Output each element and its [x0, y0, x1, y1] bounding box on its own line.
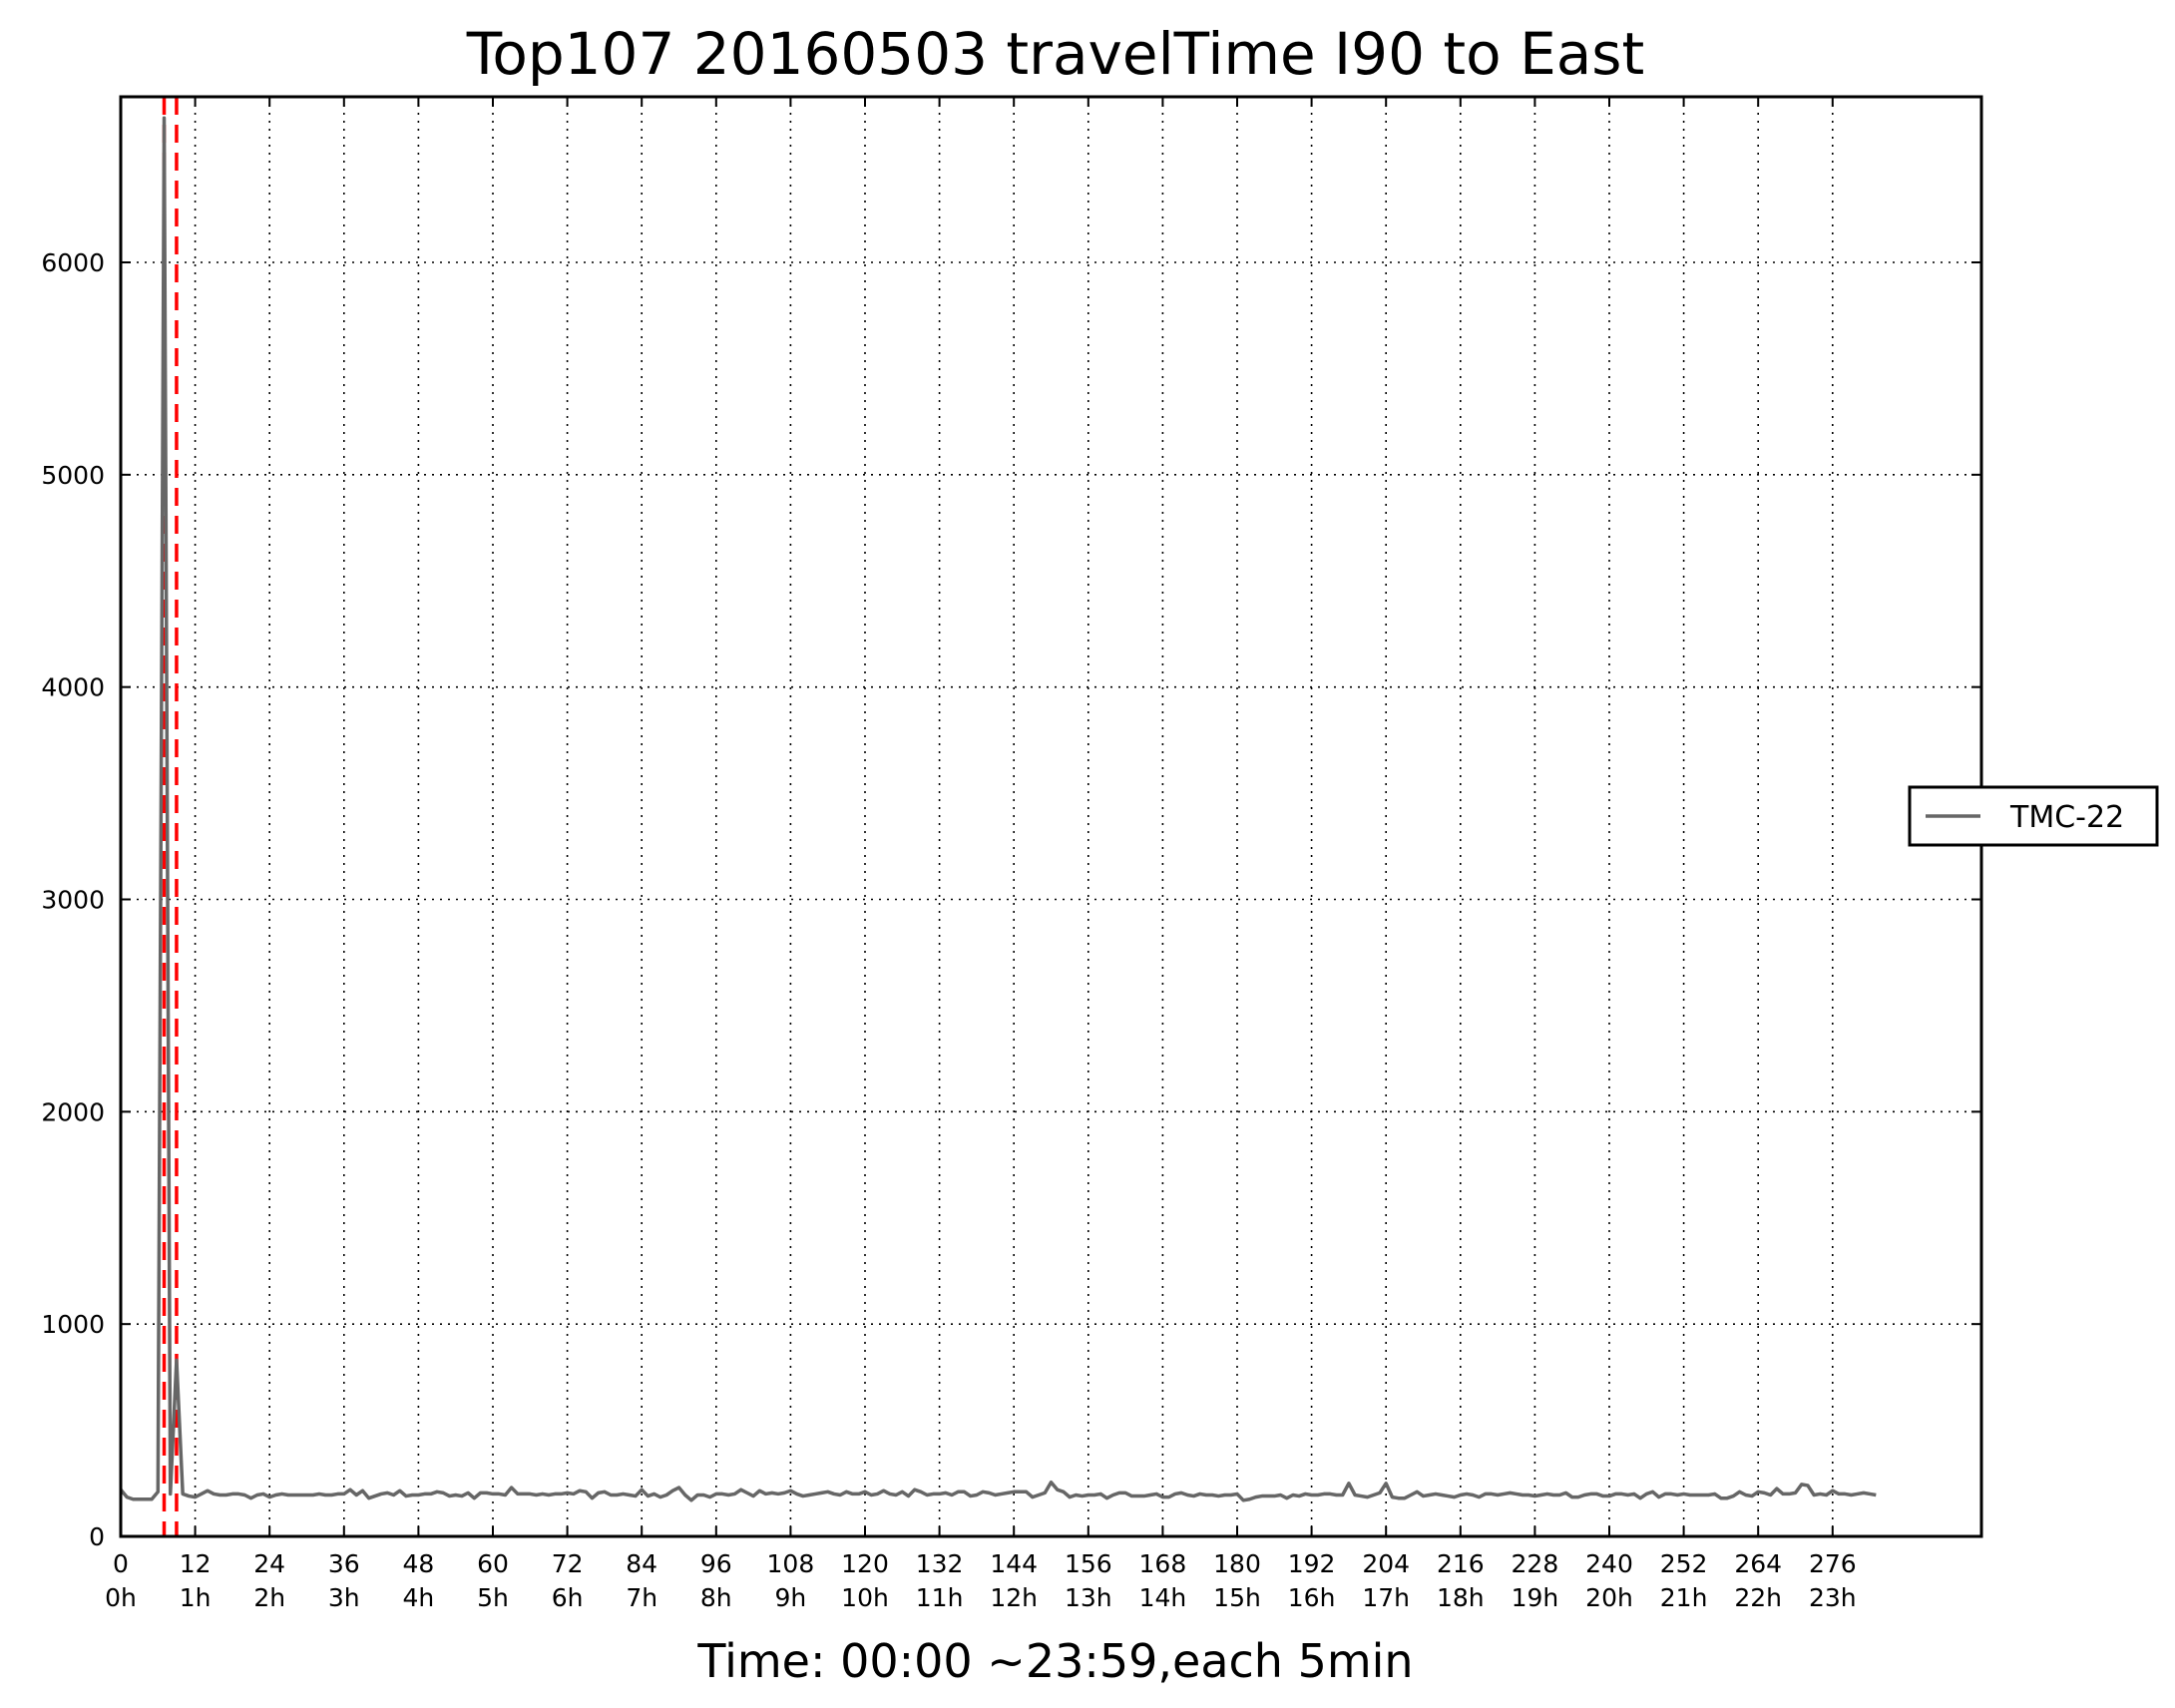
x-tick-label: 108	[767, 1549, 815, 1578]
x-tick-sublabel: 4h	[403, 1583, 435, 1612]
x-tick-label: 204	[1362, 1549, 1410, 1578]
x-tick-sublabel: 1h	[180, 1583, 212, 1612]
x-tick-sublabel: 7h	[626, 1583, 657, 1612]
x-tick-label: 24	[253, 1549, 285, 1578]
x-tick-sublabel: 22h	[1734, 1583, 1782, 1612]
x-tick-sublabel: 2h	[253, 1583, 285, 1612]
x-tick-label: 120	[841, 1549, 889, 1578]
x-tick-sublabel: 21h	[1660, 1583, 1708, 1612]
x-tick-label: 36	[328, 1549, 360, 1578]
y-tick-label: 2000	[41, 1097, 105, 1126]
x-tick-label: 60	[477, 1549, 509, 1578]
x-tick-label: 0	[113, 1549, 129, 1578]
x-tick-sublabel: 17h	[1362, 1583, 1410, 1612]
x-tick-sublabel: 3h	[328, 1583, 360, 1612]
x-axis-ticks: 0 0h 12 1h 24 2h 36 3h 48 4h 60 5h 72 6h 84 7h 96 8h 108 9h…	[105, 97, 1857, 1612]
legend-label-tmc-22: TMC-22	[2009, 800, 2124, 835]
x-tick-label: 156	[1065, 1549, 1112, 1578]
x-tick-sublabel: 14h	[1139, 1583, 1187, 1612]
series-layer	[119, 116, 1877, 1502]
y-tick-label: 5000	[41, 461, 105, 490]
x-tick-sublabel: 9h	[775, 1583, 807, 1612]
y-tick-label: 0	[89, 1522, 105, 1551]
x-tick-sublabel: 13h	[1065, 1583, 1112, 1612]
x-tick-label: 180	[1213, 1549, 1261, 1578]
x-tick-label: 276	[1809, 1549, 1857, 1578]
x-tick-sublabel: 0h	[105, 1583, 137, 1612]
y-axis-ticks: 0 1000 2000 3000 4000 5000 6000	[41, 248, 1981, 1551]
x-tick-label: 48	[402, 1549, 434, 1578]
x-tick-label: 216	[1437, 1549, 1485, 1578]
y-tick-label: 4000	[41, 673, 105, 702]
x-tick-sublabel: 8h	[700, 1583, 732, 1612]
x-tick-label: 168	[1139, 1549, 1187, 1578]
x-tick-sublabel: 16h	[1288, 1583, 1336, 1612]
x-tick-label: 12	[180, 1549, 212, 1578]
x-tick-label: 228	[1512, 1549, 1559, 1578]
x-tick-sublabel: 10h	[841, 1583, 889, 1612]
x-tick-label: 84	[626, 1549, 657, 1578]
x-tick-sublabel: 15h	[1213, 1583, 1261, 1612]
x-tick-label: 144	[990, 1549, 1038, 1578]
y-tick-label: 3000	[41, 886, 105, 915]
x-tick-sublabel: 18h	[1437, 1583, 1485, 1612]
x-axis-label: Time: 00:00 ~23:59,each 5min	[696, 1634, 1413, 1688]
series-line-tmc-22	[119, 116, 1877, 1502]
grid	[121, 97, 1981, 1536]
x-tick-sublabel: 5h	[477, 1583, 509, 1612]
x-tick-label: 72	[552, 1549, 584, 1578]
y-tick-label: 1000	[41, 1310, 105, 1339]
x-tick-label: 132	[916, 1549, 964, 1578]
x-tick-sublabel: 23h	[1809, 1583, 1857, 1612]
legend: TMC-22	[1908, 785, 2159, 847]
x-tick-sublabel: 20h	[1585, 1583, 1633, 1612]
x-tick-sublabel: 12h	[990, 1583, 1038, 1612]
chart-title: Top107 20160503 travelTime I90 to East	[466, 20, 1644, 88]
y-tick-label: 6000	[41, 248, 105, 277]
x-tick-label: 240	[1585, 1549, 1633, 1578]
x-tick-sublabel: 6h	[552, 1583, 584, 1612]
x-tick-label: 252	[1660, 1549, 1708, 1578]
x-tick-label: 192	[1288, 1549, 1336, 1578]
x-tick-sublabel: 19h	[1512, 1583, 1559, 1612]
x-tick-label: 264	[1734, 1549, 1782, 1578]
x-tick-sublabel: 11h	[916, 1583, 964, 1612]
x-tick-label: 96	[700, 1549, 732, 1578]
